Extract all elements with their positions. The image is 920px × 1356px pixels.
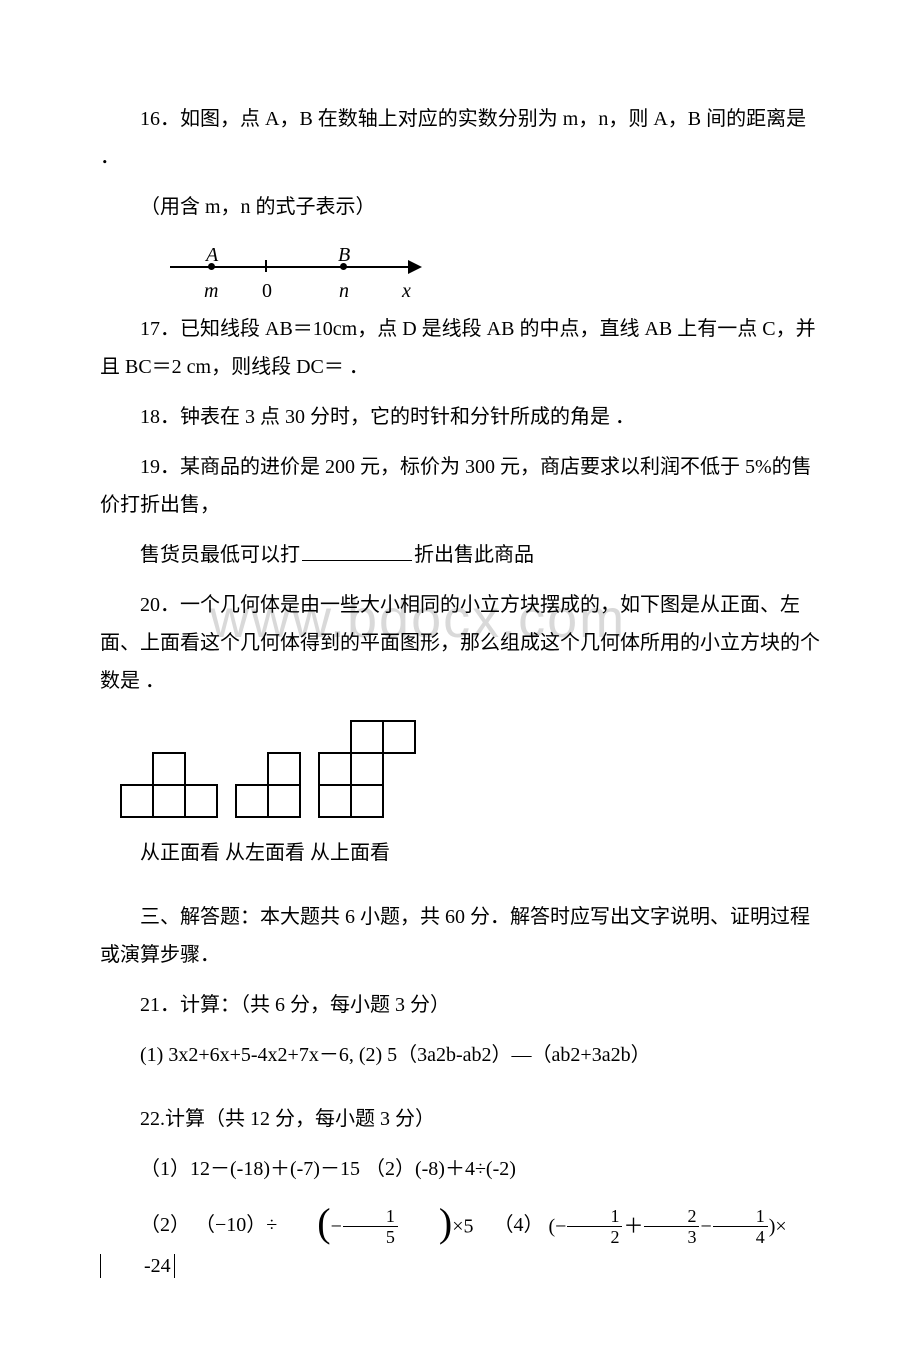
q18: 18．钟表在 3 点 30 分时，它的时针和分针所成的角是 ． (100, 398, 820, 436)
q16-line2: （用含 m，n 的式子表示） (100, 188, 820, 226)
label-B: B (338, 236, 350, 274)
q19-line2b: 折出售此商品 (414, 544, 534, 566)
q22-p2-tail: ×5 (452, 1215, 473, 1237)
cube-views (100, 720, 820, 818)
frac-1-4: 14 (713, 1207, 768, 1246)
view-labels: 从正面看 从左面看 从上面看 (100, 834, 820, 872)
frac-1-5: 15 (343, 1207, 398, 1246)
label-0: 0 (262, 272, 272, 310)
label-n: n (339, 272, 349, 310)
label-x: x (402, 272, 411, 310)
q19-line2: 售货员最低可以打 折出售此商品 (100, 536, 820, 574)
q19-line2a: 售货员最低可以打 (140, 544, 300, 566)
q17: 17．已知线段 AB＝10cm，点 D 是线段 AB 的中点，直线 AB 上有一… (100, 310, 820, 386)
blank-underline (302, 560, 412, 561)
label-m: m (204, 272, 218, 310)
q20-text: 20．一个几何体是由一些大小相同的小立方块摆成的，如下图是从正面、左面、上面看这… (100, 586, 820, 700)
q21-expr: (1) 3x2+6x+5-4x2+7x－6, (2) 5（3a2b-ab2）—（… (100, 1036, 820, 1074)
rparen-icon: ) (399, 1205, 452, 1241)
number-line: A B m 0 n x (100, 238, 820, 296)
frac-1-2: 12 (567, 1207, 622, 1246)
frac-2-3: 23 (644, 1207, 699, 1246)
q22-line1: （1）12－(-18)＋(-7)－15 （2）(-8)＋4÷(-2) (100, 1150, 820, 1188)
top-view (318, 720, 416, 818)
front-view (120, 752, 218, 818)
section3: 三、解答题：本大题共 6 小题，共 60 分．解答时应写出文字说明、证明过程或演… (100, 898, 820, 974)
q22-title: 22.计算（共 12 分，每小题 3 分） (100, 1100, 820, 1138)
q22-p2-label: （2） （−10）÷ (140, 1214, 277, 1236)
label-A: A (206, 236, 218, 274)
q21-title: 21．计算：（共 6 分，每小题 3 分） (100, 986, 820, 1024)
q22-p4-label: （4） (493, 1214, 543, 1236)
q16-line1: 16．如图，点 A，B 在数轴上对应的实数分别为 m，n，则 A，B 间的距离是… (100, 100, 820, 176)
q22-line2: （2） （−10）÷(−15)×5 （4） (−12＋23−14)×-24 (100, 1206, 820, 1284)
lparen-icon: ( (277, 1205, 330, 1241)
abs-24: -24 (100, 1254, 175, 1278)
left-view (235, 752, 301, 818)
q19-line1: 19．某商品的进价是 200 元，标价为 300 元，商店要求以利润不低于 5%… (100, 448, 820, 524)
q22-p4-lead: (− (548, 1215, 566, 1237)
